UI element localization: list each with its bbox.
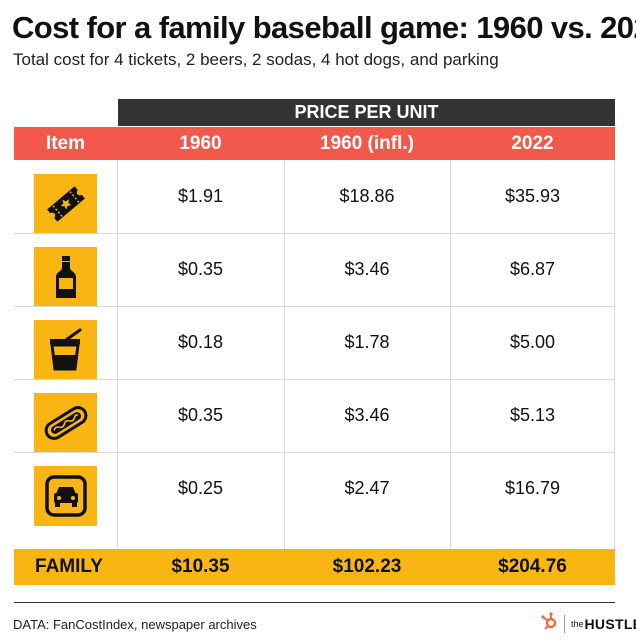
chart-subtitle: Total cost for 4 tickets, 2 beers, 2 sod… bbox=[13, 50, 499, 69]
column-divider bbox=[614, 160, 615, 549]
data-source-note: DATA: FanCostIndex, newspaper archives bbox=[13, 617, 257, 632]
cell-hot-dogs-2022: $5.13 bbox=[509, 405, 556, 425]
cell-parking-2022: $16.79 bbox=[504, 478, 561, 498]
column-header-1960-inflated: 1960 (infl.) bbox=[320, 133, 414, 154]
row-divider bbox=[14, 379, 615, 380]
footer-divider bbox=[14, 602, 615, 603]
chart-title: Cost for a family baseball game: 1960 vs… bbox=[12, 10, 636, 45]
table-row-family-total: FAMILY $10.35 $102.23 $204.76 bbox=[14, 549, 615, 585]
brand-the: the bbox=[571, 618, 584, 629]
brand-logo: the HUSTLE bbox=[540, 612, 636, 635]
hot-dog-icon bbox=[34, 393, 97, 453]
table-row-sodas: $0.18 $1.78 $5.00 bbox=[14, 306, 615, 380]
column-divider bbox=[117, 160, 118, 549]
total-1960-inflated: $102.23 bbox=[332, 556, 402, 577]
price-per-unit-banner: PRICE PER UNIT bbox=[118, 99, 615, 126]
row-divider bbox=[14, 233, 615, 234]
hubspot-sprocket-icon bbox=[540, 612, 558, 635]
cell-beers-1960-inflated: $3.46 bbox=[344, 259, 390, 279]
cell-beers-2022: $6.87 bbox=[509, 259, 556, 279]
column-header-row: Item 1960 1960 (infl.) 2022 bbox=[14, 127, 615, 160]
ticket-icon bbox=[34, 174, 97, 234]
cell-beers-1960: $0.35 bbox=[177, 259, 224, 279]
cell-sodas-2022: $5.00 bbox=[509, 332, 556, 352]
total-1960: $10.35 bbox=[171, 556, 230, 577]
cell-parking-1960: $0.25 bbox=[177, 478, 224, 498]
column-divider bbox=[284, 160, 285, 549]
row-divider bbox=[14, 306, 615, 307]
cell-hot-dogs-1960: $0.35 bbox=[177, 405, 224, 425]
table-row-tickets: $1.91 $18.86 $35.93 bbox=[14, 160, 615, 234]
column-divider bbox=[450, 160, 451, 549]
cell-sodas-1960: $0.18 bbox=[177, 332, 224, 352]
brand-separator bbox=[564, 614, 565, 633]
column-header-item: Item bbox=[45, 133, 86, 154]
cell-sodas-1960-inflated: $1.78 bbox=[344, 332, 390, 352]
brand-name: HUSTLE bbox=[584, 615, 636, 632]
cell-parking-1960-inflated: $2.47 bbox=[344, 478, 390, 498]
row-divider bbox=[14, 452, 615, 453]
beer-bottle-icon bbox=[34, 247, 97, 307]
parking-car-icon bbox=[34, 466, 97, 526]
column-header-1960: 1960 bbox=[179, 133, 222, 154]
total-2022: $204.76 bbox=[498, 556, 567, 577]
total-label: FAMILY bbox=[35, 556, 103, 577]
soda-cup-icon bbox=[34, 320, 97, 380]
cell-hot-dogs-1960-inflated: $3.46 bbox=[344, 405, 390, 425]
table-row-beers: $0.35 $3.46 $6.87 bbox=[14, 233, 615, 307]
cell-tickets-1960-inflated: $18.86 bbox=[339, 186, 395, 206]
table-row-hot-dogs: $0.35 $3.46 $5.13 bbox=[14, 379, 615, 453]
table-row-parking: $0.25 $2.47 $16.79 bbox=[14, 452, 615, 526]
cell-tickets-2022: $35.93 bbox=[504, 186, 561, 206]
cell-tickets-1960: $1.91 bbox=[177, 186, 224, 206]
column-header-2022: 2022 bbox=[511, 133, 554, 154]
